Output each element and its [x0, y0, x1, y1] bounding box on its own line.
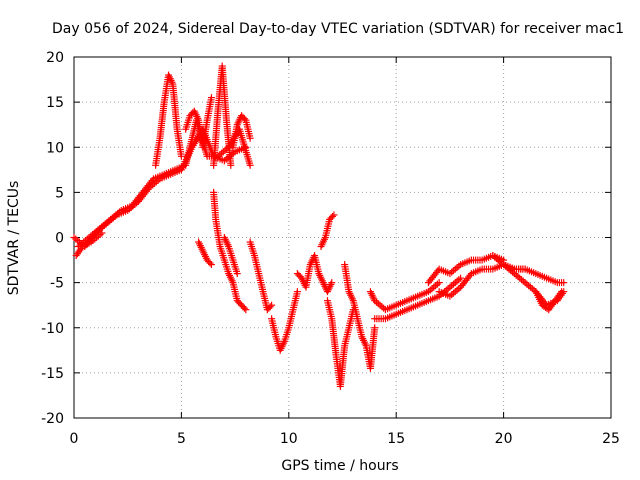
- data-point: [242, 306, 250, 314]
- x-tick-label: 5: [177, 431, 186, 447]
- data-point: [328, 279, 336, 287]
- x-tick-label: 15: [387, 431, 405, 447]
- data-point: [330, 211, 338, 219]
- data-point: [371, 324, 379, 332]
- x-axis: 0 5 10 15 20 25: [70, 57, 620, 447]
- x-tick-label: 20: [495, 431, 513, 447]
- x-axis-label: GPS time / hours: [281, 458, 398, 474]
- data-point: [207, 261, 215, 269]
- y-tick-label: 10: [46, 140, 64, 156]
- data-point: [240, 115, 248, 123]
- data-point: [246, 134, 254, 142]
- data-point: [206, 259, 214, 267]
- data-point: [435, 279, 443, 287]
- y-tick-label: -10: [41, 321, 64, 337]
- data-point: [293, 288, 301, 296]
- y-tick-label: -15: [41, 366, 64, 382]
- x-tick-label: 0: [70, 431, 79, 447]
- data-point: [268, 301, 276, 309]
- y-tick-label: 20: [46, 50, 64, 66]
- data-point: [207, 94, 215, 102]
- x-tick-label: 10: [280, 431, 298, 447]
- x-tick-label: 25: [602, 431, 620, 447]
- data-point: [246, 161, 254, 169]
- data-point: [227, 161, 235, 169]
- y-axis-label: SDTVAR / TECUs: [6, 181, 22, 296]
- data-points: [70, 62, 568, 390]
- data-point: [233, 270, 241, 278]
- y-tick-label: -5: [50, 276, 64, 292]
- data-point: [266, 303, 274, 311]
- y-tick-label: 5: [55, 185, 64, 201]
- data-point: [240, 304, 248, 312]
- chart-title: Day 056 of 2024, Sidereal Day-to-day VTE…: [52, 21, 624, 37]
- data-point: [328, 212, 336, 220]
- y-tick-label: 15: [46, 95, 64, 111]
- data-point: [558, 288, 566, 296]
- data-point: [560, 279, 568, 287]
- data-point: [98, 229, 106, 237]
- data-point: [457, 274, 465, 282]
- y-tick-label: -20: [41, 411, 64, 427]
- y-tick-label: 0: [55, 231, 64, 247]
- data-point: [177, 152, 185, 160]
